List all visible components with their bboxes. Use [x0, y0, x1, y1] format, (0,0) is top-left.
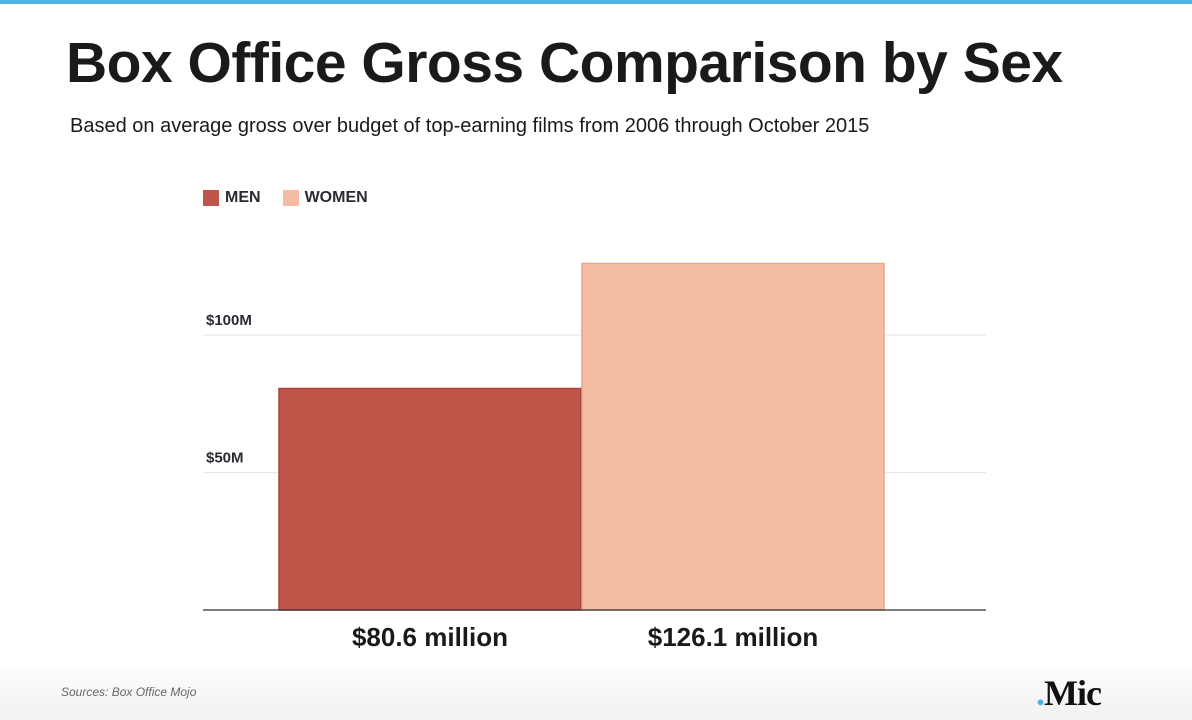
chart-subtitle: Based on average gross over budget of to…: [70, 115, 870, 137]
source-note: Sources: Box Office Mojo: [61, 685, 197, 699]
legend-label-women: WOMEN: [304, 189, 368, 206]
legend-swatch-women: [282, 190, 299, 206]
data-label: $126.1 million: [648, 622, 819, 652]
legend-item-men: MEN: [203, 189, 261, 207]
legend-label-men: MEN: [225, 189, 261, 206]
mic-logo: .Mic: [1036, 673, 1102, 713]
bar-men: [278, 387, 582, 611]
y-tick-label: $50M: [206, 450, 244, 467]
chart-title: Box Office Gross Comparison by Sex: [66, 31, 1063, 95]
legend: MEN WOMEN: [203, 189, 368, 207]
legend-swatch-men: [203, 190, 219, 206]
data-label: $80.6 million: [352, 622, 508, 652]
footer: [0, 660, 1192, 720]
y-tick-label: $100M: [206, 312, 252, 329]
top-accent-bar: [0, 0, 1192, 4]
bar-women: [581, 262, 885, 611]
legend-item-women: WOMEN: [282, 189, 368, 207]
